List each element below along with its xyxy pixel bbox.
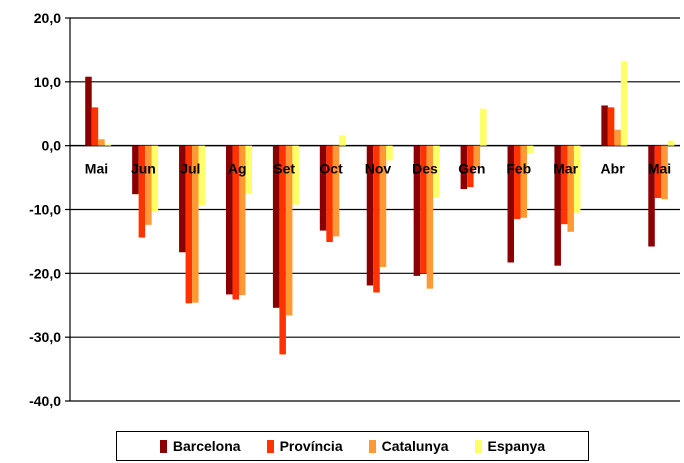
category-label: Mar <box>553 161 578 177</box>
legend: Barcelona Província Catalunya Espanya <box>116 431 589 461</box>
bar-catalunya-9 <box>520 145 528 218</box>
legend-label-barcelona: Barcelona <box>172 438 241 454</box>
y-tick-label: -40,0 <box>29 393 61 409</box>
bar-provncia-11 <box>607 107 615 146</box>
category-label: Gen <box>458 161 485 177</box>
bar-catalunya-12 <box>661 145 668 200</box>
bar-catalunya-2 <box>192 145 199 303</box>
bar-espanya-1 <box>151 145 159 212</box>
bar-barcelona-9 <box>507 145 515 263</box>
legend-item-catalunya: Catalunya <box>368 438 449 454</box>
bar-provncia-2 <box>185 145 193 304</box>
bar-provncia-0 <box>91 107 99 146</box>
legend-label-provincia: Província <box>279 438 343 454</box>
bar-espanya-2 <box>198 145 206 206</box>
bar-espanya-9 <box>527 145 534 154</box>
bar-barcelona-10 <box>554 145 561 266</box>
legend-swatch-provincia <box>266 439 274 453</box>
legend-item-barcelona: Barcelona <box>159 438 241 454</box>
y-tick-label: -10,0 <box>29 202 61 218</box>
y-tick-label: -20,0 <box>29 265 61 281</box>
category-label: Mai <box>648 161 671 177</box>
bar-barcelona-1 <box>132 145 139 195</box>
bar-espanya-12 <box>667 140 675 146</box>
bar-catalunya-4 <box>285 145 293 316</box>
bar-provncia-6 <box>373 145 380 293</box>
category-label: Set <box>273 161 295 177</box>
y-tick-label: 20,0 <box>34 10 61 26</box>
bar-catalunya-6 <box>379 145 387 267</box>
bar-provncia-10 <box>560 145 568 225</box>
legend-swatch-catalunya <box>368 439 376 453</box>
category-labels: Mai Jun Jul Ag Set Oct Nov Des Gen Feb Mar Abr Mai <box>85 161 671 177</box>
legend-swatch-barcelona <box>159 439 167 453</box>
y-axis-ticks: 20,0 10,0 0,0 -10,0 -20,0 -30,0 -40,0 <box>29 10 61 409</box>
bar-catalunya-8 <box>473 145 481 169</box>
category-label: Des <box>412 161 438 177</box>
bar-barcelona-4 <box>272 145 280 308</box>
y-tick-label: 0,0 <box>42 138 62 154</box>
category-label: Feb <box>506 161 531 177</box>
bar-provncia-1 <box>138 145 146 238</box>
category-label: Ag <box>228 161 247 177</box>
bar-catalunya-7 <box>426 145 434 289</box>
bar-barcelona-8 <box>460 145 468 190</box>
bar-catalunya-3 <box>238 145 246 296</box>
bars <box>85 61 675 355</box>
category-label: Nov <box>365 161 392 177</box>
bar-espanya-11 <box>620 61 628 146</box>
category-label: Jul <box>180 161 200 177</box>
bar-espanya-7 <box>433 145 440 198</box>
bar-barcelona-5 <box>319 145 327 231</box>
bar-catalunya-1 <box>145 145 152 225</box>
category-label: Oct <box>319 161 343 177</box>
bar-catalunya-5 <box>332 145 340 237</box>
bar-catalunya-11 <box>614 129 621 146</box>
bar-espanya-8 <box>480 108 487 146</box>
category-label: Abr <box>601 161 626 177</box>
bar-barcelona-7 <box>413 145 421 276</box>
bar-barcelona-2 <box>179 145 186 253</box>
bar-provncia-3 <box>232 145 239 300</box>
legend-label-espanya: Espanya <box>487 438 546 454</box>
bar-provncia-5 <box>326 145 333 243</box>
bar-espanya-0 <box>104 144 112 146</box>
bar-provncia-8 <box>467 145 474 188</box>
bar-espanya-4 <box>292 145 299 205</box>
bar-provncia-7 <box>420 145 427 274</box>
legend-item-espanya: Espanya <box>474 438 546 454</box>
bar-provncia-9 <box>514 145 521 220</box>
bar-catalunya-0 <box>98 139 105 146</box>
legend-item-provincia: Província <box>266 438 343 454</box>
legend-swatch-espanya <box>474 439 482 453</box>
bar-espanya-6 <box>386 145 393 161</box>
bar-barcelona-11 <box>601 105 608 146</box>
bar-espanya-3 <box>245 145 252 194</box>
legend-label-catalunya: Catalunya <box>381 438 449 454</box>
bar-chart: 20,0 10,0 0,0 -10,0 -20,0 -30,0 -40,0 Mai Jun Ju… <box>29 10 680 409</box>
bar-provncia-12 <box>654 145 662 199</box>
y-tick-label: 10,0 <box>34 74 61 90</box>
bar-barcelona-0 <box>85 76 92 146</box>
bar-catalunya-10 <box>567 145 574 232</box>
bar-espanya-5 <box>339 135 346 146</box>
bar-barcelona-3 <box>225 145 233 295</box>
bar-provncia-4 <box>279 145 286 355</box>
bar-espanya-10 <box>573 145 581 213</box>
bar-barcelona-6 <box>366 145 374 286</box>
y-tick-label: -30,0 <box>29 329 61 345</box>
bar-barcelona-12 <box>648 145 655 247</box>
category-label: Jun <box>131 161 156 177</box>
category-label: Mai <box>85 161 108 177</box>
